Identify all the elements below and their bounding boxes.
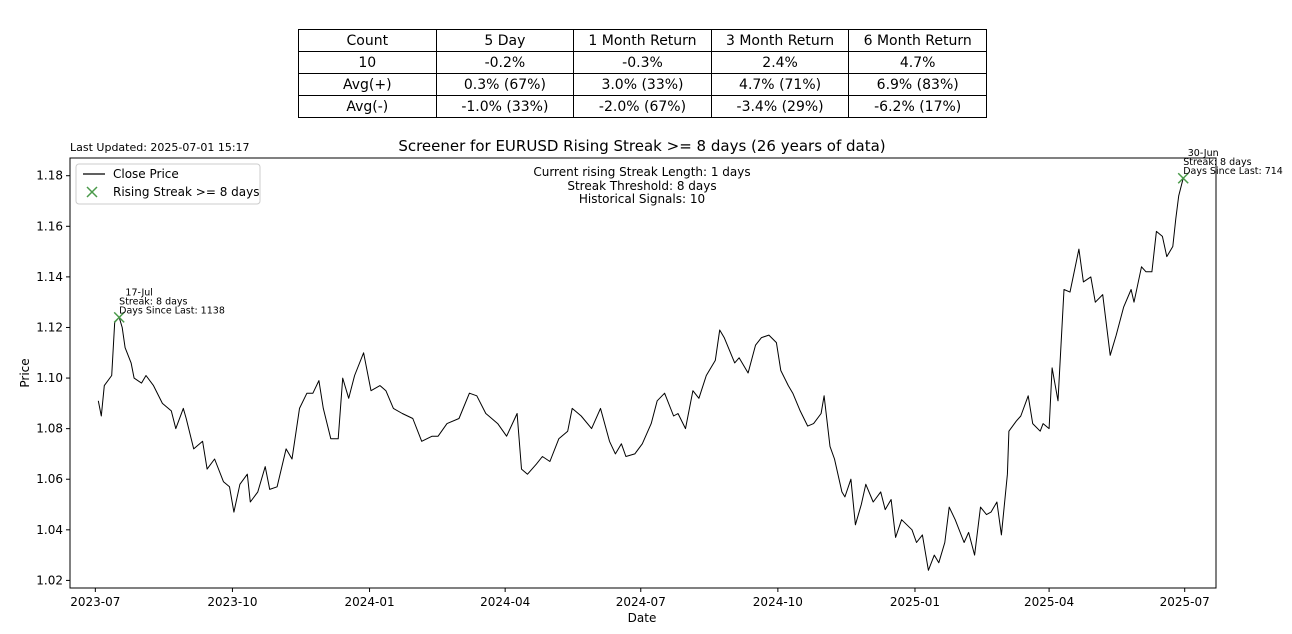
table-cell: 6.9% (83%) <box>848 73 987 96</box>
table-cell: -3.4% (29%) <box>710 95 850 118</box>
x-tick-label: 2024-01 <box>344 595 394 609</box>
x-tick-label: 2025-07 <box>1160 595 1210 609</box>
signal-streak-label: Streak: 8 days <box>119 296 187 307</box>
signal-marker <box>1177 172 1189 184</box>
signal-date-label: 17-Jul <box>125 287 153 298</box>
table-cell: -2.0% (67%) <box>573 95 712 118</box>
info-line-signals: Historical Signals: 10 <box>579 192 705 206</box>
y-tick-label: 1.08 <box>36 422 63 436</box>
x-tick-label: 2023-10 <box>207 595 257 609</box>
x-axis-label: Date <box>628 611 657 625</box>
signal-marker <box>113 311 125 323</box>
x-tick-label: 2024-07 <box>616 595 666 609</box>
legend-label-rising-streak: Rising Streak >= 8 days <box>113 185 259 199</box>
stats-table: Count 5 Day 1 Month Return 3 Month Retur… <box>298 29 987 118</box>
y-axis-ticks: 1.02 1.04 1.06 1.08 1.10 1.12 1.14 1.16 1.18 <box>36 169 70 587</box>
table-cell: 3.0% (33%) <box>573 73 712 96</box>
info-line-streak-length: Current rising Streak Length: 1 days <box>533 165 750 179</box>
x-tick-label: 2024-04 <box>480 595 530 609</box>
plot-frame <box>69 157 1217 589</box>
y-tick-label: 1.10 <box>36 371 63 385</box>
x-tick-label: 2025-01 <box>890 595 940 609</box>
legend: Close Price Rising Streak >= 8 days <box>75 163 261 205</box>
signal-days-since-label: Days Since Last: 714 <box>1183 166 1283 177</box>
plot-area: 2023-07 2023-10 2024-01 2024-04 2024-07 2024-… <box>36 148 1283 609</box>
y-tick-label: 1.18 <box>36 169 63 183</box>
legend-marker-swatch <box>86 186 98 198</box>
signal-date-label: 30-Jun <box>1188 148 1219 159</box>
y-tick-label: 1.16 <box>36 219 63 233</box>
info-text: Current rising Streak Length: 1 days Str… <box>533 165 750 206</box>
legend-box <box>75 163 261 205</box>
y-tick-label: 1.06 <box>36 472 63 486</box>
x-axis-ticks: 2023-07 2023-10 2024-01 2024-04 2024-07 2024-… <box>70 588 1210 609</box>
table-header-row: Count 5 Day 1 Month Return 3 Month Retur… <box>298 29 987 52</box>
close-price-line <box>97 178 1184 571</box>
signal-days-since-label: Days Since Last: 1138 <box>119 305 225 316</box>
legend-marker-x <box>86 186 98 198</box>
table-row: Avg(-) -1.0% (33%) -2.0% (67%) -3.4% (29… <box>298 95 987 118</box>
last-updated-label: Last Updated: 2025-07-01 15:17 <box>70 141 250 154</box>
y-tick-label: 1.04 <box>36 523 63 537</box>
signal-streak-label: Streak: 8 days <box>1183 157 1251 168</box>
y-tick-label: 1.12 <box>36 320 63 334</box>
table-cell: -6.2% (17%) <box>848 95 987 118</box>
table-cell: 4.7% (71%) <box>710 73 850 96</box>
y-axis-label: Price <box>18 358 32 387</box>
table-cell: Avg(-) <box>298 95 437 118</box>
table-row: Avg(+) 0.3% (67%) 3.0% (33%) 4.7% (71%) … <box>298 73 987 96</box>
y-tick-label: 1.14 <box>36 270 63 284</box>
info-line-threshold: Streak Threshold: 8 days <box>567 179 716 193</box>
chart-title: Screener for EURUSD Rising Streak >= 8 d… <box>398 137 885 155</box>
x-tick-label: 2024-10 <box>753 595 803 609</box>
legend-label-close-price: Close Price <box>113 167 179 181</box>
table-header-cell: 6 Month Return <box>848 29 987 52</box>
x-tick-label: 2023-07 <box>70 595 120 609</box>
x-tick-label: 2025-04 <box>1024 595 1074 609</box>
y-tick-label: 1.02 <box>36 573 63 587</box>
table-cell: -1.0% (33%) <box>435 95 575 118</box>
